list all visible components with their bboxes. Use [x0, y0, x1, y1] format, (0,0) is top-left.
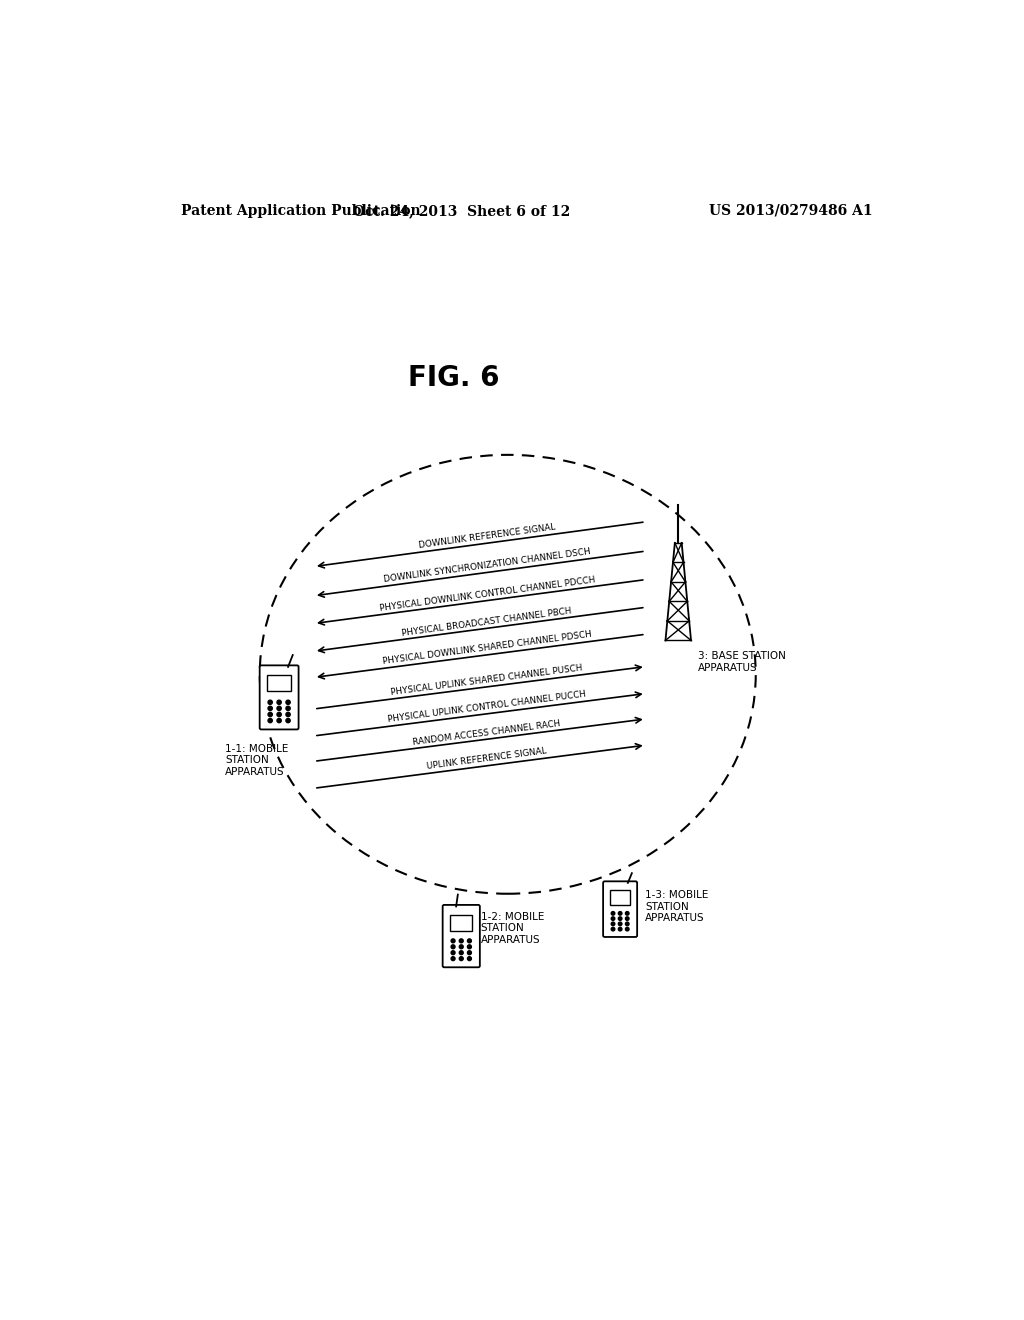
Circle shape [452, 950, 455, 954]
Circle shape [452, 945, 455, 949]
Circle shape [460, 945, 463, 949]
Circle shape [278, 700, 282, 705]
Circle shape [286, 713, 290, 717]
Text: PHYSICAL UPLINK SHARED CHANNEL PUSCH: PHYSICAL UPLINK SHARED CHANNEL PUSCH [390, 664, 584, 697]
Circle shape [611, 912, 614, 915]
Circle shape [611, 923, 614, 925]
Text: Patent Application Publication: Patent Application Publication [180, 203, 420, 218]
Text: 3: BASE STATION
APPARATUS: 3: BASE STATION APPARATUS [697, 651, 785, 673]
Circle shape [618, 923, 622, 925]
Text: DOWNLINK SYNCHRONIZATION CHANNEL DSCH: DOWNLINK SYNCHRONIZATION CHANNEL DSCH [383, 548, 591, 585]
Circle shape [460, 939, 463, 942]
Circle shape [468, 957, 471, 961]
Circle shape [611, 928, 614, 931]
Text: RANDOM ACCESS CHANNEL RACH: RANDOM ACCESS CHANNEL RACH [413, 718, 561, 747]
Text: PHYSICAL UPLINK CONTROL CHANNEL PUCCH: PHYSICAL UPLINK CONTROL CHANNEL PUCCH [387, 690, 587, 725]
Circle shape [268, 706, 272, 710]
Circle shape [618, 928, 622, 931]
Circle shape [278, 713, 282, 717]
Bar [610, 890, 630, 906]
Circle shape [268, 700, 272, 705]
Text: PHYSICAL BROADCAST CHANNEL PBCH: PHYSICAL BROADCAST CHANNEL PBCH [401, 606, 572, 638]
Text: PHYSICAL DOWNLINK CONTROL CHANNEL PDCCH: PHYSICAL DOWNLINK CONTROL CHANNEL PDCCH [379, 576, 595, 612]
Text: DOWNLINK REFERENCE SIGNAL: DOWNLINK REFERENCE SIGNAL [418, 523, 556, 550]
Bar [451, 915, 472, 932]
Text: Oct. 24, 2013  Sheet 6 of 12: Oct. 24, 2013 Sheet 6 of 12 [352, 203, 570, 218]
Circle shape [626, 928, 629, 931]
Text: 1-2: MOBILE
STATION
APPARATUS: 1-2: MOBILE STATION APPARATUS [480, 912, 544, 945]
Circle shape [268, 713, 272, 717]
Circle shape [460, 950, 463, 954]
Circle shape [286, 706, 290, 710]
FancyBboxPatch shape [260, 665, 299, 730]
Circle shape [611, 917, 614, 920]
Circle shape [468, 950, 471, 954]
Text: PHYSICAL DOWNLINK SHARED CHANNEL PDSCH: PHYSICAL DOWNLINK SHARED CHANNEL PDSCH [382, 630, 592, 667]
Circle shape [618, 912, 622, 915]
Circle shape [452, 939, 455, 942]
Circle shape [278, 706, 282, 710]
Circle shape [452, 957, 455, 961]
Circle shape [286, 700, 290, 705]
Circle shape [468, 939, 471, 942]
FancyBboxPatch shape [442, 906, 480, 968]
Circle shape [626, 923, 629, 925]
Circle shape [460, 957, 463, 961]
Circle shape [618, 917, 622, 920]
Circle shape [626, 912, 629, 915]
Circle shape [286, 718, 290, 722]
Circle shape [626, 917, 629, 920]
Circle shape [268, 718, 272, 722]
Text: US 2013/0279486 A1: US 2013/0279486 A1 [710, 203, 872, 218]
FancyBboxPatch shape [603, 882, 637, 937]
Text: 1-3: MOBILE
STATION
APPARATUS: 1-3: MOBILE STATION APPARATUS [645, 890, 709, 923]
Text: UPLINK REFERENCE SIGNAL: UPLINK REFERENCE SIGNAL [427, 747, 548, 771]
Text: 1-1: MOBILE
STATION
APPARATUS: 1-1: MOBILE STATION APPARATUS [225, 743, 288, 776]
Bar [267, 675, 291, 692]
Text: FIG. 6: FIG. 6 [408, 364, 500, 392]
Circle shape [278, 718, 282, 722]
Circle shape [468, 945, 471, 949]
